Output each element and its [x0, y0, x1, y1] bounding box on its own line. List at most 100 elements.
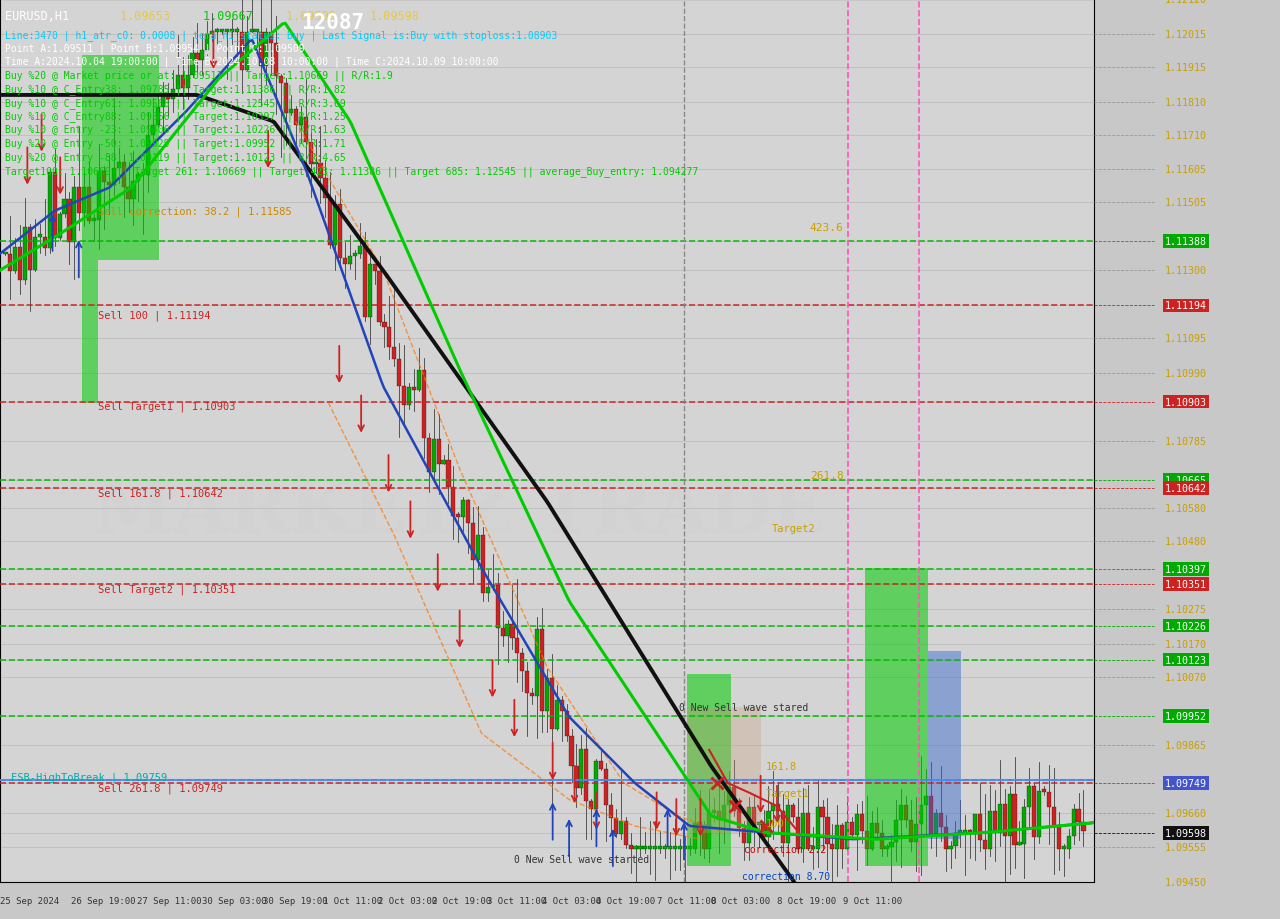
Bar [511, 624, 515, 638]
Text: 9 Oct 11:00: 9 Oct 11:00 [842, 896, 902, 905]
Bar [628, 845, 632, 849]
Text: 1.09660: 1.09660 [1165, 808, 1207, 818]
Bar [756, 822, 760, 824]
Bar [1061, 846, 1066, 849]
Text: 1.11605: 1.11605 [1165, 165, 1207, 176]
Bar [63, 200, 67, 215]
Bar [486, 587, 490, 594]
Text: 1.09598: 1.09598 [370, 10, 420, 23]
Text: Sell Target2 | 1.10351: Sell Target2 | 1.10351 [99, 584, 236, 595]
Bar [1012, 794, 1016, 845]
Bar [500, 628, 504, 636]
Text: 1.11710: 1.11710 [1165, 130, 1207, 141]
Bar [639, 846, 643, 849]
Text: Buy %10 @ Entry -23: 1.09406 || Target:1.10226 || R/R:1.63: Buy %10 @ Entry -23: 1.09406 || Target:1… [5, 125, 346, 135]
Bar [884, 846, 888, 849]
Text: Line:3470 | h1_atr_c0: 0.0008 | tema_h1_status: Buy | Last Signal is:Buy with st: Line:3470 | h1_atr_c0: 0.0008 | tema_h1_… [5, 29, 558, 40]
Bar [348, 256, 352, 265]
Bar [122, 163, 125, 187]
Bar [490, 585, 495, 587]
Bar [378, 271, 381, 323]
Bar [200, 51, 205, 61]
Text: 1.10275: 1.10275 [1165, 605, 1207, 615]
Bar [225, 30, 229, 33]
Bar [895, 821, 899, 843]
Bar [663, 846, 667, 849]
Text: Sell 161.8 | 1.10642: Sell 161.8 | 1.10642 [99, 488, 224, 498]
Text: Target100: 1.10669 || Target 261: 1.10669 || Target 423: 1.11386 || Target 685: : Target100: 1.10669 || Target 261: 1.1066… [5, 165, 699, 176]
Bar [540, 630, 544, 711]
Text: 1.09865: 1.09865 [1165, 740, 1207, 750]
Bar [284, 85, 288, 114]
Text: 1.10665: 1.10665 [1165, 476, 1207, 486]
Bar [58, 215, 61, 239]
Bar [343, 258, 347, 265]
Text: 3 Oct 11:00: 3 Oct 11:00 [486, 896, 547, 905]
Bar [609, 805, 613, 818]
Bar [741, 828, 746, 843]
Text: Buy %10 @ C_Entry61: 1.09568 || Target:1.12545 || R/R:3.69: Buy %10 @ C_Entry61: 1.09568 || Target:1… [5, 97, 346, 108]
Text: Time A:2024.10.04 19:00:00 | Time B:2024.10.08 10:00:00 | Time C:2024.10.09 10:0: Time A:2024.10.04 19:00:00 | Time B:2024… [5, 57, 499, 67]
Bar [116, 163, 120, 168]
Text: 1.11810: 1.11810 [1165, 97, 1207, 108]
Bar [968, 831, 973, 834]
Bar [412, 388, 416, 391]
Bar [708, 812, 712, 849]
Bar [815, 808, 819, 849]
Text: 1.09450: 1.09450 [1165, 878, 1207, 887]
Bar [589, 801, 594, 809]
Text: 1.10226: 1.10226 [1165, 621, 1207, 630]
Bar [978, 814, 982, 841]
Bar [230, 30, 234, 33]
Text: Sell Target1 | 1.10903: Sell Target1 | 1.10903 [99, 402, 236, 412]
Text: 4 Oct 19:00: 4 Oct 19:00 [596, 896, 655, 905]
Bar [255, 30, 259, 33]
Bar [988, 811, 992, 849]
Bar [717, 811, 722, 821]
Bar [136, 176, 141, 181]
Bar [1052, 807, 1056, 826]
Bar [1042, 789, 1046, 792]
Bar [1018, 842, 1021, 845]
Bar [820, 808, 824, 817]
Text: Target2: Target2 [772, 524, 815, 534]
Bar [52, 173, 56, 239]
Bar [18, 247, 22, 280]
Bar [82, 56, 159, 261]
Bar [722, 805, 726, 821]
Bar [476, 536, 480, 560]
Text: 1.11388: 1.11388 [1165, 237, 1207, 247]
Text: 1.09952: 1.09952 [1165, 711, 1207, 721]
Bar [613, 818, 618, 834]
Bar [1023, 807, 1027, 845]
Bar [205, 35, 210, 51]
Bar [520, 653, 525, 672]
Bar [481, 536, 485, 594]
Bar [933, 813, 938, 836]
Bar [269, 33, 274, 44]
Text: 2 Oct 19:00: 2 Oct 19:00 [433, 896, 492, 905]
Bar [1071, 810, 1075, 836]
Text: 1.10070: 1.10070 [1165, 673, 1207, 683]
Text: 1.10990: 1.10990 [1165, 369, 1207, 379]
Bar [954, 833, 957, 846]
Bar [993, 811, 997, 833]
Bar [402, 386, 406, 405]
Bar [564, 711, 568, 736]
Text: 26 Sep 19:00: 26 Sep 19:00 [72, 896, 136, 905]
Bar [594, 761, 598, 809]
Bar [658, 846, 662, 849]
Text: 1.11505: 1.11505 [1165, 199, 1207, 209]
Bar [77, 188, 82, 213]
Bar [495, 585, 499, 628]
Bar [314, 163, 317, 165]
Bar [648, 846, 653, 849]
Text: 1.10785: 1.10785 [1165, 437, 1207, 446]
Bar [634, 846, 637, 849]
Text: 1.09653: 1.09653 [120, 10, 177, 23]
Bar [938, 813, 943, 827]
Text: 1.11194: 1.11194 [1165, 301, 1207, 311]
Bar [801, 813, 805, 849]
Bar [28, 228, 32, 270]
Bar [860, 814, 864, 831]
